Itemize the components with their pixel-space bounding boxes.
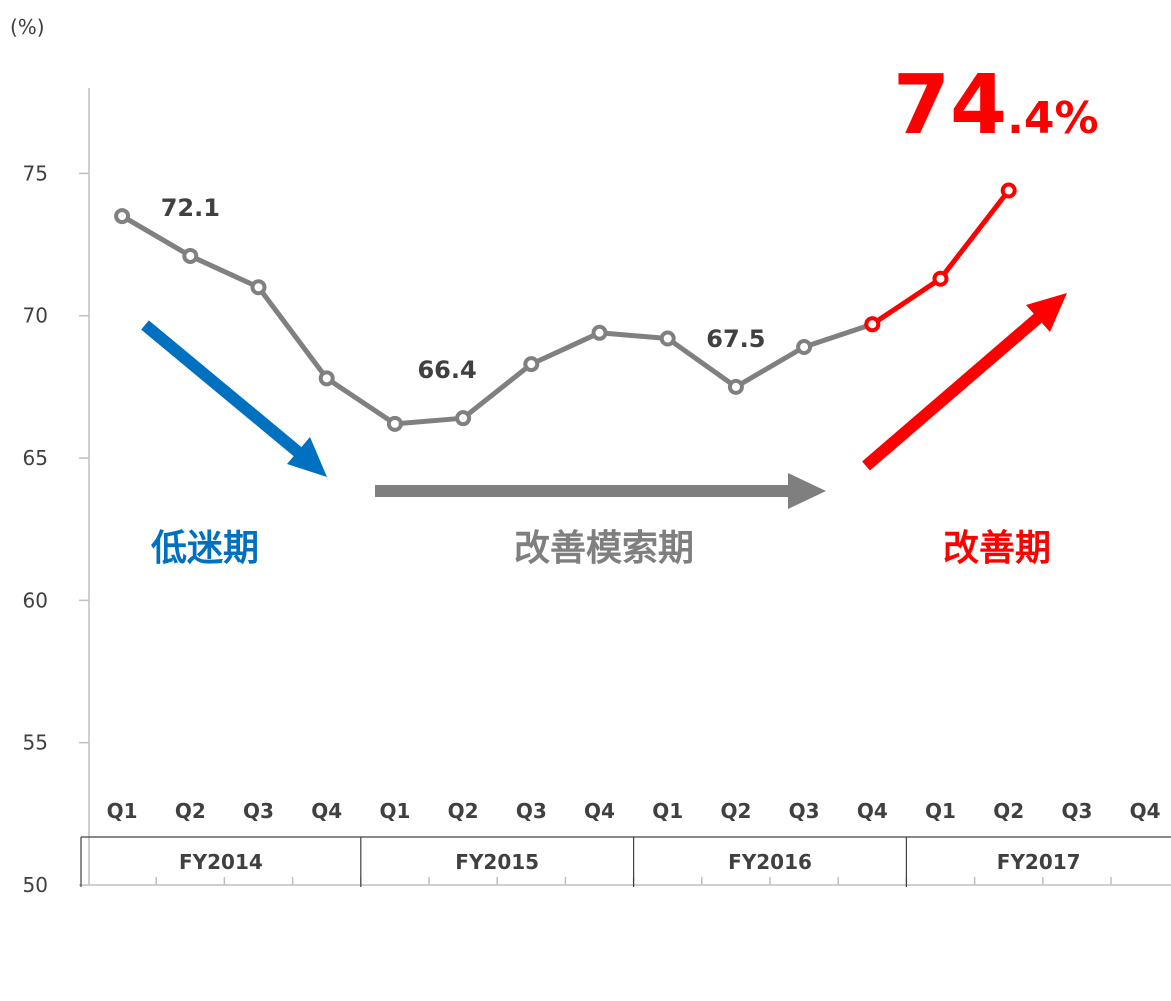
y-tick-label: 60 (23, 588, 48, 612)
data-label: 74.4% (893, 58, 1099, 153)
point (591, 324, 608, 341)
x-tick-label: Q1 (379, 799, 410, 823)
x-tick-label: Q2 (448, 799, 479, 823)
data-label: 67.5 (706, 325, 765, 353)
x-tick-label: Q4 (584, 799, 615, 823)
point (727, 378, 744, 395)
data-label: 66.4 (417, 356, 476, 384)
x-tick-label: Q1 (925, 799, 956, 823)
point (864, 316, 881, 333)
point (250, 279, 267, 296)
arrow-head (287, 437, 327, 477)
line (870, 188, 1011, 327)
arrow-down (141, 320, 302, 457)
annotation: 低迷期 (151, 528, 259, 569)
group-label: FY2016 (728, 850, 812, 874)
line (120, 213, 874, 427)
x-tick-label: Q3 (789, 799, 820, 823)
x-tick-label: Q1 (652, 799, 683, 823)
y-tick-label: 50 (23, 873, 48, 897)
point (386, 415, 403, 432)
group-label: FY2014 (179, 850, 263, 874)
group-label: FY2015 (455, 850, 539, 874)
arrow-head (1026, 293, 1067, 332)
x-tick-label: Q4 (857, 799, 888, 823)
point (182, 247, 199, 264)
x-tick-label: Q3 (243, 799, 274, 823)
y-tick-label: 75 (23, 161, 48, 185)
group-label: FY2017 (997, 850, 1081, 874)
y-tick-label: 65 (23, 446, 48, 470)
x-tick-label: Q4 (1130, 799, 1161, 823)
arrows (141, 293, 1067, 509)
point (455, 410, 472, 427)
y-axis-unit: (%) (10, 15, 45, 39)
x-tick-label: Q2 (720, 799, 751, 823)
x-tick-label: Q4 (311, 799, 342, 823)
point (1000, 182, 1017, 199)
point (932, 270, 949, 287)
x-tick-label: Q2 (175, 799, 206, 823)
annotation: 改善模索期 (514, 528, 694, 569)
arrow-up (862, 313, 1042, 471)
x-tick-label: Q1 (107, 799, 138, 823)
x-tick-label: Q3 (1061, 799, 1092, 823)
data-label: 72.1 (161, 194, 220, 222)
y-tick-label: 55 (23, 731, 48, 755)
point (523, 356, 540, 373)
data-label-sub: .4% (1007, 93, 1098, 144)
x-tick-label: Q3 (516, 799, 547, 823)
point (318, 370, 335, 387)
x-tick-label: Q2 (993, 799, 1024, 823)
point (659, 330, 676, 347)
annotation: 改善期 (943, 528, 1051, 569)
y-tick-label: 70 (23, 304, 48, 328)
point (114, 208, 131, 225)
arrow-head (788, 473, 826, 509)
data-label-main: 74 (893, 58, 1007, 153)
point (796, 339, 813, 356)
